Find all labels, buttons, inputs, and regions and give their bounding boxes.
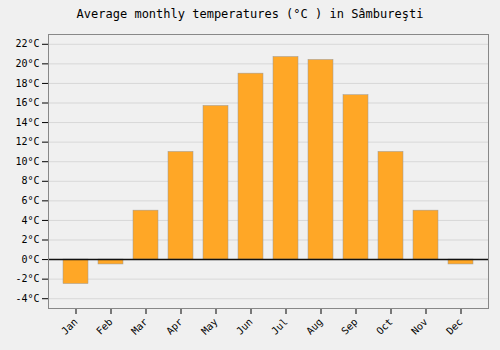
svg-text:8°C: 8°C xyxy=(21,175,39,186)
svg-text:18°C: 18°C xyxy=(15,78,39,89)
svg-text:10°C: 10°C xyxy=(15,156,39,167)
svg-text:14°C: 14°C xyxy=(15,117,39,128)
svg-text:Aug: Aug xyxy=(304,316,325,337)
svg-text:22°C: 22°C xyxy=(15,38,39,49)
svg-text:6°C: 6°C xyxy=(21,195,39,206)
svg-text:Jan: Jan xyxy=(59,316,80,337)
svg-text:-4°C: -4°C xyxy=(15,293,39,304)
svg-text:0°C: 0°C xyxy=(21,254,39,265)
svg-text:16°C: 16°C xyxy=(15,97,39,108)
svg-text:May: May xyxy=(199,316,220,337)
svg-text:Sep: Sep xyxy=(339,316,360,337)
svg-text:Mar: Mar xyxy=(129,316,150,337)
svg-text:Apr: Apr xyxy=(164,316,185,337)
svg-text:Jul: Jul xyxy=(269,316,290,337)
svg-text:2°C: 2°C xyxy=(21,234,39,245)
html-text:Average monthly temperatures (: Average monthly temperatures (°C ) in Sâ… xyxy=(76,7,424,21)
svg-text:Nov: Nov xyxy=(409,316,430,337)
svg-text:20°C: 20°C xyxy=(15,58,39,69)
svg-text:4°C: 4°C xyxy=(21,215,39,226)
svg-text:12°C: 12°C xyxy=(15,136,39,147)
svg-text:Feb: Feb xyxy=(94,316,115,337)
svg-text:Jun: Jun xyxy=(234,316,255,337)
svg-text:Oct: Oct xyxy=(374,316,395,337)
svg-text:Dec: Dec xyxy=(444,316,465,337)
svg-text:-2°C: -2°C xyxy=(15,273,39,284)
